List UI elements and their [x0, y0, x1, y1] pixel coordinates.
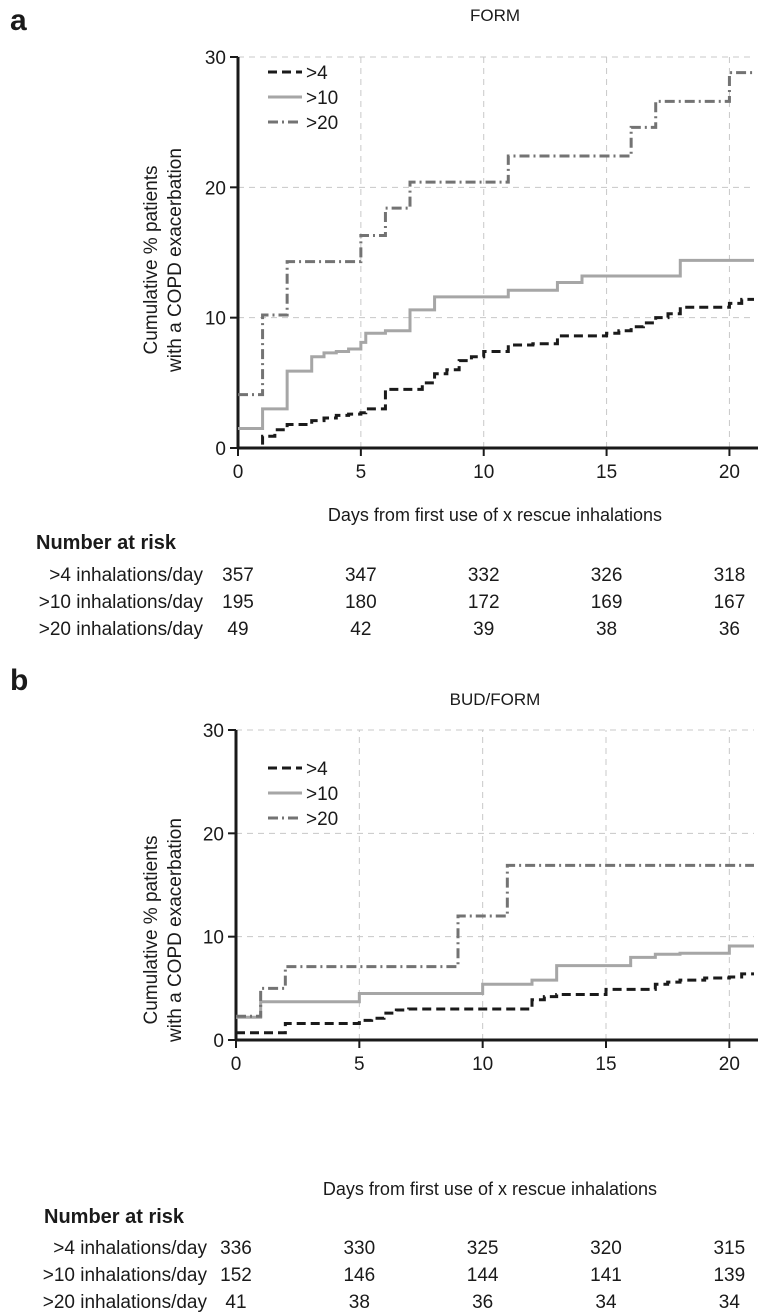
legend-label: >20 [306, 809, 338, 830]
risk-value: 326 [590, 565, 623, 586]
x-tick-label: 0 [231, 1054, 242, 1075]
risk-row: >4 inhalations/day 357 347 332 326 318 [0, 565, 760, 589]
chart-plot-a: 0 10 20 30 0 5 10 15 20 >4 >10 >20 [205, 48, 758, 483]
y-tick-label: 30 [205, 48, 226, 69]
risk-value: 330 [343, 1238, 376, 1259]
risk-value: 146 [343, 1265, 376, 1286]
y-tick-label: 10 [203, 928, 224, 949]
risk-value: 36 [718, 619, 740, 640]
legend-label: >10 [306, 88, 338, 109]
x-tick-label: 5 [354, 1054, 365, 1075]
risk-row: >20 inhalations/day 41 38 36 34 34 [0, 1292, 760, 1316]
x-tick-label: 0 [233, 462, 244, 483]
legend-label: >4 [306, 63, 328, 84]
panel-letter: a [10, 4, 27, 37]
risk-row: >20 inhalations/day 49 42 39 38 36 [0, 619, 760, 643]
y-tick-label: 0 [213, 1031, 224, 1052]
risk-row-label: >20 inhalations/day [38, 619, 203, 640]
x-tick-label: 10 [473, 462, 494, 483]
risk-value: 39 [473, 619, 495, 640]
risk-value: 325 [466, 1238, 499, 1259]
risk-value: 144 [466, 1265, 499, 1286]
chart-title: FORM [469, 6, 521, 25]
panel-letter: b [10, 664, 29, 697]
panel-a: a FORM Cumulative % patients with a COPD… [0, 4, 760, 643]
x-tick-label: 15 [596, 462, 617, 483]
risk-value: 49 [227, 619, 249, 640]
risk-value: 172 [467, 592, 500, 613]
y-tick-label: 20 [205, 178, 226, 199]
risk-value: 347 [344, 565, 377, 586]
series-line [238, 258, 754, 430]
x-axis-label: Days from first use of x rescue inhalati… [327, 505, 663, 525]
risk-value: 195 [222, 592, 254, 613]
series-line [238, 71, 754, 397]
risk-value: 169 [590, 592, 623, 613]
risk-table-title: Number at risk [44, 1206, 185, 1228]
risk-row-label: >4 inhalations/day [49, 565, 203, 586]
x-tick-label: 15 [595, 1054, 616, 1075]
y-tick-label: 30 [203, 721, 224, 742]
chart-title: BUD/FORM [449, 690, 541, 709]
risk-row-label: >4 inhalations/day [53, 1238, 207, 1259]
risk-value: 336 [220, 1238, 252, 1259]
risk-row: >10 inhalations/day 195 180 172 169 167 [0, 592, 760, 616]
risk-value: 357 [222, 565, 254, 586]
risk-value: 38 [595, 619, 618, 640]
risk-value: 34 [595, 1292, 617, 1313]
risk-table-title: Number at risk [36, 532, 177, 554]
x-tick-label: 20 [719, 1054, 740, 1075]
risk-row: >10 inhalations/day 152 146 144 141 139 [0, 1265, 760, 1289]
chart-plot-b: 0 10 20 30 0 5 10 15 20 >4 >10 >20 [203, 721, 758, 1075]
risk-value: 141 [590, 1265, 622, 1286]
risk-value: 36 [472, 1292, 494, 1313]
risk-row-label: >10 inhalations/day [42, 1265, 207, 1286]
risk-row-label: >20 inhalations/day [42, 1292, 207, 1313]
risk-value: 180 [344, 592, 377, 613]
risk-value: 41 [225, 1292, 247, 1313]
risk-value: 152 [220, 1265, 252, 1286]
series-line [236, 972, 754, 1035]
x-tick-label: 5 [356, 462, 367, 483]
x-axis-label: Days from first use of x rescue inhalati… [322, 1179, 658, 1199]
y-tick-label: 10 [205, 309, 226, 330]
legend-label: >20 [306, 113, 338, 134]
legend-label: >10 [306, 784, 338, 805]
risk-value: 315 [713, 1238, 746, 1259]
risk-value: 332 [467, 565, 500, 586]
y-tick-label: 0 [215, 439, 226, 460]
x-tick-label: 10 [472, 1054, 493, 1075]
risk-value: 320 [590, 1238, 622, 1259]
risk-value: 139 [713, 1265, 746, 1286]
risk-value: 42 [350, 619, 372, 640]
series-line [236, 863, 754, 1018]
risk-value: 38 [348, 1292, 370, 1313]
risk-value: 318 [713, 565, 746, 586]
y-tick-label: 20 [203, 824, 224, 845]
x-tick-label: 20 [719, 462, 740, 483]
risk-row: >4 inhalations/day 336 330 325 320 315 [0, 1238, 760, 1262]
series-line [236, 944, 754, 1019]
risk-row-label: >10 inhalations/day [38, 592, 203, 613]
series-line [238, 297, 754, 450]
risk-value: 34 [718, 1292, 740, 1313]
panel-b: b BUD/FORM Cumulative % patients with a … [0, 660, 760, 1314]
risk-value: 167 [713, 592, 746, 613]
legend-label: >4 [306, 759, 328, 780]
